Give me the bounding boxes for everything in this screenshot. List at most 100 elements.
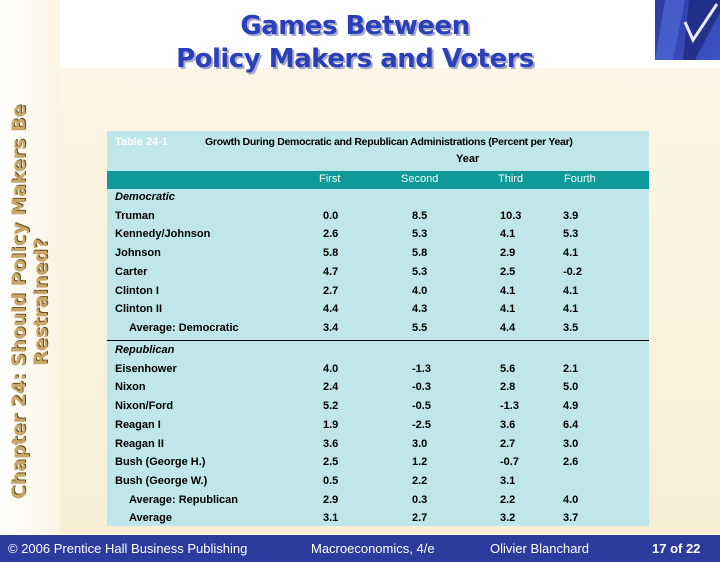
table-row: Carter 4.7 5.3 2.5 -0.2 — [107, 264, 649, 282]
row-value: -2.5 — [412, 418, 431, 431]
section-row: Republican — [107, 342, 649, 360]
row-value: 4.1 — [500, 303, 516, 316]
row-value: -0.2 — [563, 265, 582, 278]
row-label: Eisenhower — [115, 362, 177, 375]
table-row: Reagan I 1.9 -2.5 3.6 6.4 — [107, 417, 649, 435]
year-label: Year — [456, 153, 480, 165]
table-row: Nixon 2.4 -0.3 2.8 5.0 — [107, 379, 649, 397]
section-row: Democratic — [107, 189, 649, 207]
row-value: 2.5 — [500, 265, 516, 278]
table-row: Nixon/Ford 5.2 -0.5 -1.3 4.9 — [107, 398, 649, 416]
row-value: 4.0 — [323, 362, 339, 375]
row-value: 4.7 — [323, 265, 339, 278]
col-fourth: Fourth — [564, 173, 596, 185]
row-value: 5.2 — [323, 400, 339, 413]
chapter-line-2: Restrained? — [30, 238, 52, 366]
title-line-1: Games Between — [240, 11, 470, 41]
row-label: Truman — [115, 209, 155, 222]
row-value: -0.7 — [500, 456, 519, 469]
row-value: 3.1 — [500, 474, 516, 487]
row-value: 8.5 — [412, 209, 428, 222]
row-value: 6.4 — [563, 418, 579, 431]
row-value: -1.3 — [412, 362, 431, 375]
section-label: Democratic — [115, 191, 175, 203]
row-label: Reagan II — [115, 437, 164, 450]
table-row: Bush (George H.) 2.5 1.2 -0.7 2.6 — [107, 454, 649, 472]
row-value: 5.6 — [500, 362, 516, 375]
table-row: Truman 0.0 8.5 10.3 3.9 — [107, 208, 649, 226]
row-value: -0.5 — [412, 400, 431, 413]
row-value: 2.7 — [412, 512, 428, 525]
row-value: 2.6 — [563, 456, 579, 469]
row-value: 4.1 — [500, 228, 516, 241]
section-label: Republican — [115, 344, 175, 356]
row-value: 5.5 — [412, 321, 428, 334]
section-divider — [107, 340, 649, 341]
row-value: 3.6 — [323, 437, 339, 450]
row-value: 4.1 — [563, 247, 579, 260]
row-value: 4.9 — [563, 400, 579, 413]
row-label: Clinton I — [115, 284, 159, 297]
row-value: 3.0 — [412, 437, 428, 450]
row-value: 2.2 — [500, 493, 516, 506]
row-value: 5.8 — [412, 247, 428, 260]
row-value: 5.3 — [412, 265, 428, 278]
row-value: 4.1 — [563, 284, 579, 297]
row-value: 5.3 — [563, 228, 579, 241]
row-value: 3.9 — [563, 209, 579, 222]
col-first: First — [319, 173, 341, 185]
row-value: 3.4 — [323, 321, 339, 334]
row-value: 0.5 — [323, 474, 339, 487]
row-label: Johnson — [115, 247, 161, 260]
table-row: Bush (George W.) 0.5 2.2 3.1 — [107, 473, 649, 491]
table-row: Kennedy/Johnson 2.6 5.3 4.1 5.3 — [107, 226, 649, 244]
row-value: 5.8 — [323, 247, 339, 260]
chapter-line-1: Chapter 24: Should Policy Makers Be — [8, 104, 30, 500]
row-value: 3.6 — [500, 418, 516, 431]
row-value: 2.9 — [500, 247, 516, 260]
col-third: Third — [498, 173, 524, 185]
row-value: 2.5 — [323, 456, 339, 469]
footer-copyright: © 2006 Prentice Hall Business Publishing — [8, 541, 248, 556]
table-row: Johnson 5.8 5.8 2.9 4.1 — [107, 245, 649, 263]
title-line-2: Policy Makers and Voters — [176, 44, 534, 74]
row-value: 4.0 — [412, 284, 428, 297]
row-value: 2.7 — [323, 284, 339, 297]
chapter-title: Chapter 24: Should Policy Makers Be Rest… — [8, 92, 52, 512]
slide-title: Games Between Policy Makers and Voters — [120, 10, 590, 76]
row-value: 3.0 — [563, 437, 579, 450]
row-value: 10.3 — [500, 209, 522, 222]
table-caption: Table 24-1 Growth During Democratic and … — [107, 133, 649, 151]
row-label: Kennedy/Johnson — [115, 228, 211, 241]
footer-page: 17 of 22 — [652, 541, 701, 556]
table-header: First Second Third Fourth — [107, 171, 649, 189]
row-value: 2.7 — [500, 437, 516, 450]
table-row: Clinton II 4.4 4.3 4.1 4.1 — [107, 301, 649, 319]
growth-table: Table 24-1 Growth During Democratic and … — [107, 131, 649, 526]
row-value: 1.9 — [323, 418, 339, 431]
background-fade — [0, 0, 60, 534]
row-label: Average: Republican — [129, 493, 239, 506]
table-row: Clinton I 2.7 4.0 4.1 4.1 — [107, 283, 649, 301]
row-label: Average — [129, 512, 173, 525]
footer-bar: © 2006 Prentice Hall Business Publishing… — [0, 535, 720, 562]
chapter-sidebar: Chapter 24: Should Policy Makers Be Rest… — [0, 92, 60, 512]
row-value: -1.3 — [500, 400, 519, 413]
row-label: Clinton II — [115, 303, 163, 316]
footer-book: Macroeconomics, 4/e — [311, 541, 435, 556]
row-value: 2.9 — [323, 493, 339, 506]
table-row: Average: Republican 2.9 0.3 2.2 4.0 — [107, 492, 649, 510]
row-value: 5.0 — [563, 381, 579, 394]
row-label: Bush (George H.) — [115, 456, 206, 469]
row-value: 4.1 — [500, 284, 516, 297]
row-value: 2.2 — [412, 474, 428, 487]
row-value: 3.7 — [563, 512, 579, 525]
row-value: 5.3 — [412, 228, 428, 241]
table-row: Eisenhower 4.0 -1.3 5.6 2.1 — [107, 361, 649, 379]
row-label: Nixon — [115, 381, 146, 394]
table-caption-text: Growth During Democratic and Republican … — [205, 136, 573, 148]
row-value: 2.4 — [323, 381, 339, 394]
table-row: Average: Democratic 3.4 5.5 4.4 3.5 — [107, 320, 649, 338]
row-label: Bush (George W.) — [115, 474, 208, 487]
row-value: 4.1 — [563, 303, 579, 316]
